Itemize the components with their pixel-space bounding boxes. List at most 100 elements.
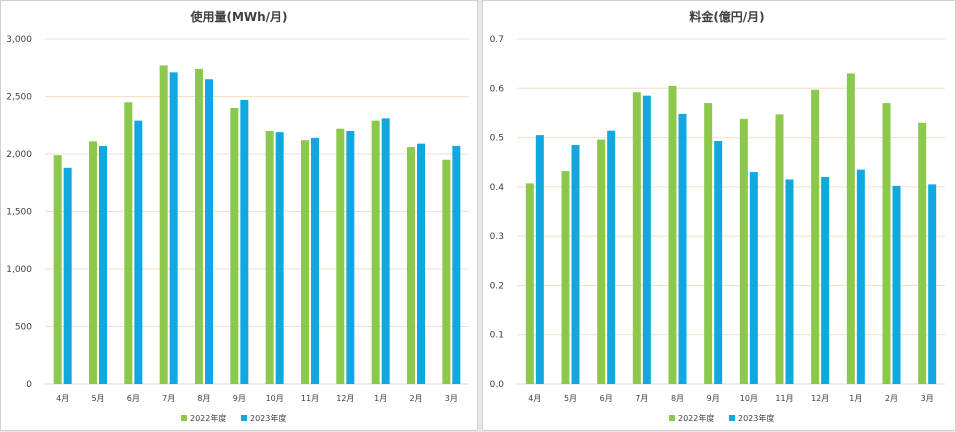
bar-2022 xyxy=(597,139,606,384)
bar-2023 xyxy=(535,135,544,384)
bar-2022 xyxy=(159,65,168,384)
bar-2023 xyxy=(678,113,687,385)
y-tick-label: 0.4 xyxy=(490,183,505,193)
bar-2023 xyxy=(856,169,865,384)
legend-label: 2022年度 xyxy=(678,413,714,423)
y-tick-label: 0.7 xyxy=(490,35,504,45)
y-tick-label: 0.3 xyxy=(490,232,504,242)
x-tick-label: 10月 xyxy=(740,394,758,403)
bar-2022 xyxy=(442,159,451,384)
y-tick-label: 0.1 xyxy=(490,331,504,341)
y-tick-label: 0.0 xyxy=(490,380,505,390)
x-tick-label: 12月 xyxy=(336,394,354,403)
bar-2023 xyxy=(642,95,651,384)
y-tick-label: 0.2 xyxy=(490,281,504,291)
usage-chart: 使用量(MWh/月) 0 500 1,000 1,500 2,000 2,500 3,000 4… xyxy=(6,9,469,423)
bar-2022 xyxy=(739,118,748,384)
bar-2022 xyxy=(301,140,309,384)
x-tick-label: 4月 xyxy=(528,394,541,403)
x-tick-label: 10月 xyxy=(266,394,284,403)
cost-chart-panel: 料金(億円/月) 0.0 0.1 0.2 0.3 0.4 0.5 0.6 0.7 4月 5月 6月 7月… xyxy=(482,0,956,431)
bar-2022 xyxy=(561,171,570,384)
bar-2022 xyxy=(407,147,415,384)
bar-2023 xyxy=(928,184,937,384)
x-tick-label: 6月 xyxy=(600,394,613,403)
bar-2023 xyxy=(452,145,461,384)
bar-2022 xyxy=(882,103,891,385)
bar-2023 xyxy=(381,118,390,384)
bar-2023 xyxy=(821,177,830,384)
x-tick-label: 11月 xyxy=(301,394,319,403)
chart-title: 使用量(MWh/月) xyxy=(189,9,287,24)
bar-2022 xyxy=(124,102,133,384)
bar-2023 xyxy=(63,167,72,384)
bar-2022 xyxy=(53,155,62,384)
bar-2022 xyxy=(811,89,820,384)
bar-2023 xyxy=(169,72,178,384)
legend-swatch xyxy=(729,415,735,421)
x-tick-label: 5月 xyxy=(564,394,577,403)
y-tick-label: 3,000 xyxy=(6,35,32,45)
bar-2022 xyxy=(525,183,534,384)
bar-2022 xyxy=(632,92,641,384)
x-tick-label: 2月 xyxy=(409,394,422,403)
x-tick-label: 11月 xyxy=(775,394,793,403)
cost-chart: 料金(億円/月) 0.0 0.1 0.2 0.3 0.4 0.5 0.6 0.7 4月 5月 6月 7月… xyxy=(490,9,945,423)
bar-2023 xyxy=(607,130,616,384)
bar-2022 xyxy=(371,120,380,385)
bar-2022 xyxy=(265,131,274,384)
bar-2022 xyxy=(704,103,713,385)
bar-2023 xyxy=(240,99,249,384)
y-tick-label: 1,000 xyxy=(6,265,32,275)
bar-2023 xyxy=(571,144,580,384)
legend-label: 2023年度 xyxy=(250,413,286,423)
x-tick-label: 9月 xyxy=(707,394,720,403)
y-tick-label: 500 xyxy=(15,323,32,333)
bar-2022 xyxy=(846,73,855,384)
usage-chart-panel: 使用量(MWh/月) 0 500 1,000 1,500 2,000 2,500 3,000 4… xyxy=(0,0,478,431)
bar-2023 xyxy=(275,132,284,384)
x-tick-label: 8月 xyxy=(671,394,684,403)
x-tick-label: 12月 xyxy=(811,394,829,403)
y-tick-label: 1,500 xyxy=(6,208,32,218)
x-tick-label: 1月 xyxy=(374,394,387,403)
bar-2022 xyxy=(230,108,239,384)
bar-2022 xyxy=(918,122,927,385)
x-tick-label: 4月 xyxy=(56,394,69,403)
chart-title: 料金(億円/月) xyxy=(689,9,764,24)
bar-2023 xyxy=(785,179,794,384)
x-tick-label: 3月 xyxy=(445,394,458,403)
legend-swatch xyxy=(241,415,247,421)
x-tick-label: 9月 xyxy=(233,394,246,403)
bar-2022 xyxy=(668,85,677,385)
x-tick-label: 3月 xyxy=(921,394,934,403)
y-tick-label: 0 xyxy=(26,380,32,390)
x-tick-label: 5月 xyxy=(91,394,104,403)
bar-2023 xyxy=(346,131,355,384)
x-tick-label: 7月 xyxy=(635,394,648,403)
bar-2023 xyxy=(205,79,213,384)
x-tick-label: 7月 xyxy=(162,394,175,403)
bar-2023 xyxy=(749,172,758,384)
bar-2022 xyxy=(775,114,784,385)
y-tick-label: 2,000 xyxy=(6,150,32,160)
x-tick-label: 1月 xyxy=(849,394,862,403)
bar-2023 xyxy=(99,145,107,384)
bar-2023 xyxy=(892,185,901,384)
legend-label: 2022年度 xyxy=(190,413,226,423)
y-tick-label: 2,500 xyxy=(6,93,32,103)
bar-2023 xyxy=(311,137,319,384)
legend-label: 2023年度 xyxy=(738,413,774,423)
bar-2022 xyxy=(195,68,203,385)
x-tick-label: 2月 xyxy=(885,394,898,403)
x-tick-label: 8月 xyxy=(197,394,210,403)
y-tick-label: 0.5 xyxy=(490,134,504,144)
x-tick-label: 6月 xyxy=(127,394,140,403)
bar-2022 xyxy=(89,141,97,384)
bar-2023 xyxy=(417,143,425,384)
bar-2023 xyxy=(134,120,143,385)
bar-2022 xyxy=(336,128,345,384)
legend-swatch xyxy=(181,415,187,421)
bar-2023 xyxy=(714,141,723,384)
y-tick-label: 0.6 xyxy=(490,84,505,94)
